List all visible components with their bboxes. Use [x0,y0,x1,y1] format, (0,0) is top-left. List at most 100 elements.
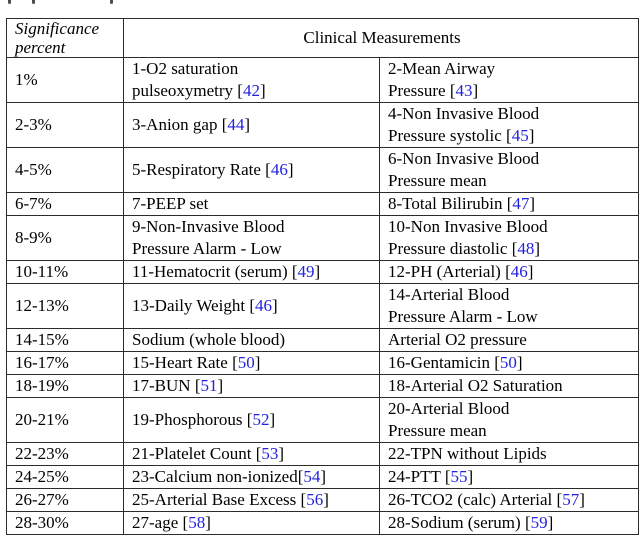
cell-text-line: 24-25% [15,467,69,486]
cell-text-line: 6-Non Invasive Blood [388,149,540,168]
cell-text-line: 14-Arterial Blood [388,285,510,304]
cell-text-line: 11-Hematocrit (serum) [49] [132,262,321,281]
measurement-cell: 4-Non Invasive Blood Pressure systolic [4… [379,102,639,148]
table-row: 6-7% 7-PEEP set 8-Total Bilirubin [47] [6,192,639,216]
cell-text-line: 4-5% [15,160,52,179]
citation-link[interactable]: 46 [510,262,528,281]
cell-text-line: 8-Total Bilirubin [47] [388,194,536,213]
significance-cell: 16-17% [6,351,124,375]
measurement-cell: 11-Hematocrit (serum) [49] [123,260,380,284]
citation-link[interactable]: 43 [455,81,473,100]
measurement-cell: 23-Calcium non-ionized[54] [123,465,380,489]
significance-cell: 14-15% [6,328,124,352]
measurement-cell: 6-Non Invasive Blood Pressure mean [379,147,639,193]
measurement-cell: 15-Heart Rate [50] [123,351,380,375]
cell-text-line: 13-Daily Weight [46] [132,296,278,315]
cell-text-line: Pressure mean [388,171,487,190]
cell-text-line: 18-Arterial O2 Saturation [388,376,563,395]
measurement-cell: 26-TCO2 (calc) Arterial [57] [379,488,639,512]
significance-cell: 20-21% [6,397,124,443]
table-row: 10-11% 11-Hematocrit (serum) [49] 12-PH (A… [6,260,639,284]
citation-link[interactable]: 52 [252,410,270,429]
cell-text-line: 12-PH (Arterial) [46] [388,262,534,281]
cell-text-line: 9-Non-Invasive Blood [132,217,285,236]
citation-link[interactable]: 59 [530,513,548,532]
measurement-cell: 27-age [58] [123,511,380,535]
citation-link[interactable]: 50 [237,353,255,372]
cell-text-line: 21-Platelet Count [53] [132,444,285,463]
cell-text-line: 23-Calcium non-ionized[54] [132,467,327,486]
measurement-cell: 25-Arterial Base Excess [56] [123,488,380,512]
cell-text-line: 20-21% [15,410,69,429]
significance-cell: 24-25% [6,465,124,489]
cell-text-line: 2-3% [15,115,52,134]
measurement-cell: 17-BUN [51] [123,374,380,398]
measurement-cell: 12-PH (Arterial) [46] [379,260,639,284]
measurement-cell: 10-Non Invasive Blood Pressure diastolic … [379,215,639,261]
cell-text-line: 6-7% [15,194,52,213]
cell-text-line: Pressure systolic [45] [388,126,535,145]
citation-link[interactable]: 46 [254,296,272,315]
citation-link[interactable]: 58 [188,513,206,532]
measurement-cell: Sodium (whole blood) [123,328,380,352]
table-row: 14-15% Sodium (whole blood) Arterial O2 pr… [6,328,639,352]
table-row: 22-23% 21-Platelet Count [53] 22-TPN witho… [6,442,639,466]
significance-column-header: Significance percent [6,18,124,58]
cell-text-line: 1% [15,70,38,89]
caption-text-remnant [8,0,11,4]
significance-cell: 8-9% [6,215,124,261]
citation-link[interactable]: 56 [306,490,324,509]
cell-text-line: pulseoxymetry [42] [132,81,266,100]
cell-text-line: Arterial O2 pressure [388,330,527,349]
citation-link[interactable]: 57 [562,490,580,509]
measurement-cell: 1-O2 saturation pulseoxymetry [42] [123,57,380,103]
citation-link[interactable]: 54 [303,467,321,486]
citation-link[interactable]: 55 [450,467,468,486]
table-row: 12-13% 13-Daily Weight [46] 14-Arterial Bl… [6,283,639,329]
citation-link[interactable]: 51 [200,376,218,395]
cell-text-line: 8-9% [15,228,52,247]
significance-cell: 18-19% [6,374,124,398]
measurement-cell: 20-Arterial Blood Pressure mean [379,397,639,443]
caption-text-remnant [110,0,113,4]
citation-link[interactable]: 50 [499,353,517,372]
citation-link[interactable]: 46 [270,160,288,179]
cell-text-line: 10-Non Invasive Blood [388,217,548,236]
measurement-cell: 8-Total Bilirubin [47] [379,192,639,216]
citation-link[interactable]: 45 [511,126,529,145]
cell-text-line: 28-Sodium (serum) [59] [388,513,554,532]
citation-link[interactable]: 47 [512,194,530,213]
cell-text-line: 14-15% [15,330,69,349]
cell-text-line: 12-13% [15,296,69,315]
cell-text-line: Pressure Alarm - Low [132,239,282,258]
citation-link[interactable]: 53 [261,444,279,463]
measurement-cell: 3-Anion gap [44] [123,102,380,148]
header-row: Significance percent Clinical Measuremen… [6,18,639,58]
cell-text-line: Pressure Alarm - Low [388,307,538,326]
citation-link[interactable]: 44 [227,115,245,134]
cell-text-line: Sodium (whole blood) [132,330,285,349]
significance-cell: 1% [6,57,124,103]
cell-text-line: 3-Anion gap [44] [132,115,251,134]
table-row: 18-19% 17-BUN [51] 18-Arterial O2 Saturati… [6,374,639,398]
measurement-cell: 2-Mean Airway Pressure [43] [379,57,639,103]
cell-text-line: 19-Phosphorous [52] [132,410,276,429]
citation-link[interactable]: 42 [242,81,260,100]
cell-text-line: 22-TPN without Lipids [388,444,547,463]
significance-cell: 2-3% [6,102,124,148]
citation-link[interactable]: 49 [297,262,315,281]
significance-cell: 10-11% [6,260,124,284]
significance-cell: 28-30% [6,511,124,535]
significance-cell: 22-23% [6,442,124,466]
citation-link[interactable]: 48 [517,239,535,258]
cell-text-line: 26-TCO2 (calc) Arterial [57] [388,490,585,509]
cell-text-line: 26-27% [15,490,69,509]
significance-cell: 12-13% [6,283,124,329]
cell-text-line: 15-Heart Rate [50] [132,353,261,372]
table-row: 2-3% 3-Anion gap [44] 4-Non Invasive Blood… [6,102,639,148]
caption-text-remnant [32,0,35,4]
cell-text-line: 7-PEEP set [132,194,209,213]
significance-cell: 6-7% [6,192,124,216]
measurement-cell: 21-Platelet Count [53] [123,442,380,466]
